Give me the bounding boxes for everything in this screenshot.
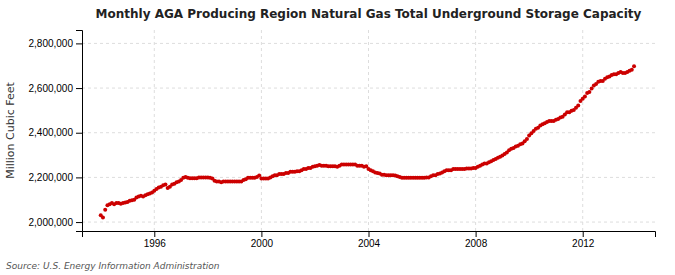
- y-tick-mark: [76, 177, 82, 178]
- y-grid-line: [82, 88, 655, 89]
- x-tick-mark: [369, 231, 370, 237]
- x-tick-mark: [154, 231, 155, 237]
- grid: [82, 30, 655, 231]
- point: [525, 137, 529, 141]
- y-tick: 2,200,000: [29, 172, 83, 183]
- point: [576, 103, 580, 107]
- x-tick: 2008: [465, 231, 488, 249]
- x-tick-label: 2000: [251, 238, 274, 249]
- x-axis-line: [83, 232, 656, 238]
- point: [587, 90, 591, 94]
- y-axis-line: [76, 31, 83, 232]
- x-tick-label: 2008: [465, 238, 488, 249]
- x-tick-label: 2004: [358, 238, 381, 249]
- y-grid-line: [82, 177, 655, 178]
- y-axis: 2,000,000 2,200,000 2,400,000 2,600,000 2,80…: [29, 31, 83, 232]
- y-tick-label: 2,400,000: [29, 127, 74, 138]
- y-tick-mark: [76, 88, 82, 89]
- y-tick-label: 2,800,000: [29, 38, 74, 49]
- title: Monthly AGA Producing Region Natural Gas…: [96, 7, 642, 21]
- point: [630, 68, 634, 72]
- x-tick: 1996: [144, 231, 167, 249]
- y-tick-mark: [76, 43, 82, 44]
- x-tick-mark: [476, 231, 477, 237]
- x-tick: 2012: [572, 231, 595, 249]
- y-tick-mark: [76, 133, 82, 134]
- y-tick-label: 2,200,000: [29, 172, 74, 183]
- x-grid-line: [154, 30, 155, 231]
- x-axis: 1996 2000 2004 2008 2012: [83, 231, 656, 249]
- x-tick-label: 1996: [144, 238, 167, 249]
- point: [103, 208, 107, 212]
- y-tick: 2,000,000: [29, 217, 83, 228]
- x-grid-line: [261, 30, 262, 231]
- x-grid-line: [368, 30, 369, 231]
- y-tick: 2,400,000: [29, 127, 83, 138]
- x-tick: 2000: [251, 231, 274, 249]
- chart: 199620002004200820122,000,0002,200,0002,…: [0, 0, 675, 275]
- point: [632, 64, 636, 68]
- plot-area: 199620002004200820122,000,0002,200,0002,…: [29, 30, 656, 249]
- y-tick-mark: [76, 222, 82, 223]
- y-axis-label: Million Cubic Feet: [4, 81, 17, 178]
- points: [99, 64, 636, 219]
- y-tick: 2,600,000: [29, 83, 83, 94]
- y-tick: 2,800,000: [29, 38, 83, 49]
- x-tick: 2004: [358, 231, 381, 249]
- y-tick-label: 2,600,000: [29, 83, 74, 94]
- y-tick-label: 2,000,000: [29, 217, 74, 228]
- point: [163, 183, 167, 187]
- x-grid-line: [582, 30, 583, 231]
- x-grid-line: [475, 30, 476, 231]
- point: [583, 95, 587, 99]
- point: [101, 216, 105, 220]
- x-tick-mark: [261, 231, 262, 237]
- source-note: Source: U.S. Energy Information Administ…: [6, 261, 220, 271]
- x-tick-mark: [583, 231, 584, 237]
- x-tick-label: 2012: [572, 238, 595, 249]
